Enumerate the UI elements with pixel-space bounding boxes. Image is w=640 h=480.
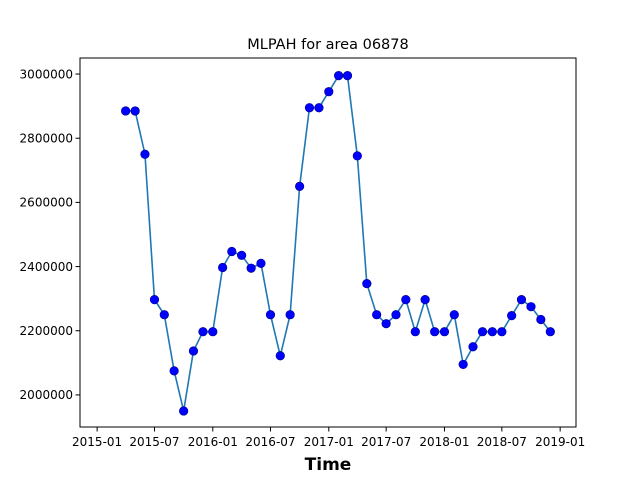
data-point: [352, 151, 362, 161]
y-tick-label: 2200000: [20, 324, 73, 338]
data-point: [362, 278, 372, 289]
data-point: [430, 327, 440, 337]
y-tick-label: 2600000: [20, 196, 73, 210]
series-line: [125, 74, 551, 412]
data-point: [140, 149, 150, 159]
x-tick-label: 2016-07: [245, 435, 295, 449]
data-point: [159, 310, 169, 320]
x-tick-label: 2018-07: [477, 435, 527, 449]
data-point: [188, 346, 199, 356]
data-point: [372, 310, 382, 320]
data-point: [285, 310, 295, 320]
data-point: [149, 295, 160, 305]
data-point: [246, 263, 256, 273]
data-point: [536, 314, 546, 325]
data-point: [314, 103, 324, 113]
data-point: [121, 106, 131, 116]
data-point: [227, 246, 237, 257]
y-tick-label: 2800000: [20, 132, 73, 146]
data-point: [256, 258, 266, 268]
axes-frame: [79, 57, 577, 428]
data-point: [391, 310, 401, 320]
data-point: [295, 181, 305, 191]
data-point: [526, 302, 536, 312]
data-point: [516, 295, 527, 305]
data-point: [381, 319, 391, 329]
data-point: [477, 327, 488, 337]
y-tick-label: 2400000: [20, 260, 73, 274]
data-point: [458, 359, 468, 370]
x-axis-label: Time: [305, 455, 352, 475]
data-point: [545, 327, 555, 337]
y-tick-label: 3000000: [20, 67, 73, 81]
data-point: [208, 327, 218, 337]
y-axis: 2000000 2200000 2400000 2600000 2800000 30000…: [20, 67, 80, 402]
data-point: [439, 327, 450, 337]
chart-title: MLPAH for area 06878: [247, 37, 408, 53]
x-tick-label: 2017-01: [304, 435, 354, 449]
data-point: [275, 351, 285, 361]
x-tick-label: 2016-01: [188, 435, 238, 449]
data-point: [487, 327, 497, 337]
data-point: [237, 250, 247, 260]
data-point: [130, 106, 140, 116]
plot-area: [121, 71, 555, 416]
data-point: [468, 342, 478, 352]
data-point: [507, 311, 517, 321]
data-point: [324, 87, 334, 97]
x-tick-label: 2015-01: [72, 435, 122, 449]
x-tick-label: 2015-07: [129, 435, 179, 449]
data-point: [449, 310, 459, 320]
data-point: [497, 327, 507, 337]
data-point: [401, 295, 411, 305]
data-point: [410, 327, 420, 337]
data-point: [304, 103, 315, 113]
data-point: [179, 406, 189, 416]
data-point: [420, 295, 430, 305]
x-tick-label: 2017-07: [361, 435, 411, 449]
data-point: [218, 262, 228, 273]
x-tick-label: 2018-01: [419, 435, 469, 449]
data-point: [265, 310, 276, 320]
data-point: [169, 366, 179, 376]
data-point: [342, 71, 353, 81]
x-tick-label: 2019-01: [535, 435, 585, 449]
y-tick-label: 2000000: [20, 388, 73, 402]
data-point: [334, 71, 344, 81]
data-point: [198, 327, 208, 337]
x-axis: 2015-01 2015-07 2016-01 2016-07 2017-01 2017-…: [72, 427, 585, 449]
